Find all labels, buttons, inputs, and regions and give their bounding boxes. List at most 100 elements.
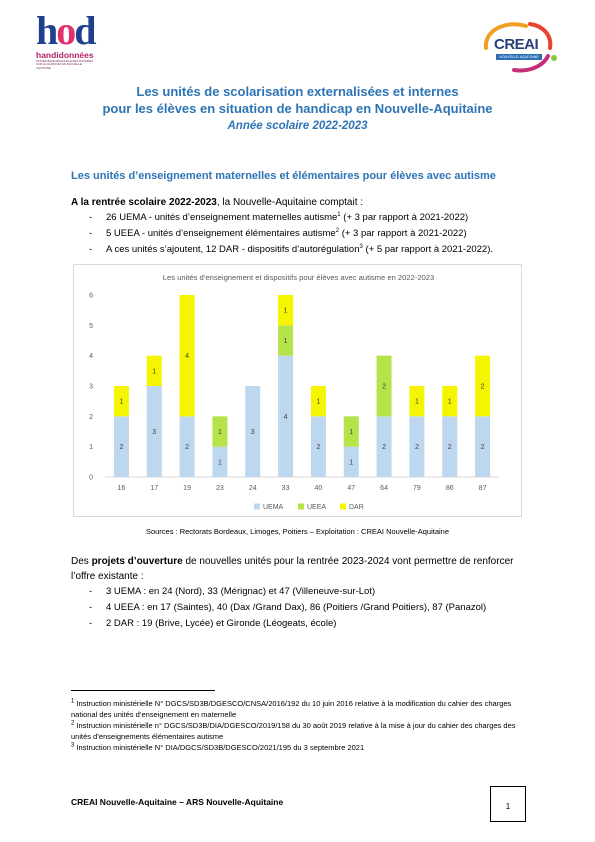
x-tick-label: 47 (347, 485, 355, 492)
list-item: -3 UEMA : en 24 (Nord), 33 (Mérignac) et… (89, 586, 376, 597)
stacked-bar-chart: Les unités d’enseignement et dispositifs… (89, 273, 499, 511)
footnote-separator (71, 690, 215, 691)
data-label: 1 (284, 338, 288, 345)
page-number: 1 (490, 786, 526, 822)
data-label: 4 (284, 414, 288, 421)
y-tick-label: 1 (89, 444, 93, 451)
bar-uema (113, 416, 129, 477)
bar-uema (310, 416, 326, 477)
bar-dar (278, 295, 294, 326)
legend-swatch-uema (254, 503, 260, 510)
x-tick-label: 16 (118, 485, 126, 492)
data-label: 1 (218, 459, 222, 466)
school-year: Année scolaire 2022-2023 (227, 120, 368, 132)
chart-sources: Sources : Rectorats Bordeaux, Limoges, P… (145, 527, 450, 536)
bar-dar (475, 355, 491, 417)
bar-uema (179, 416, 195, 477)
legend-swatch-dar (340, 503, 346, 510)
data-label: 2 (415, 444, 419, 451)
y-tick-label: 2 (89, 414, 93, 421)
data-label: 2 (448, 444, 452, 451)
y-tick-label: 6 (89, 293, 93, 300)
section-title: Les unités d’enseignement maternelles et… (71, 170, 496, 182)
data-label: 1 (316, 399, 320, 406)
legend-swatch-ueea (298, 503, 304, 510)
list-item: -26 UEMA - unités d’enseignement materne… (89, 211, 469, 223)
projects-list: -3 UEMA : en 24 (Nord), 33 (Mérignac) et… (89, 586, 486, 634)
bar-ueea (278, 325, 294, 356)
data-label: 3 (251, 429, 255, 436)
data-label: 1 (119, 399, 123, 406)
data-label: 1 (218, 429, 222, 436)
bar-uema (409, 416, 425, 477)
footnote-ref: 2 (335, 227, 340, 234)
footnote: 1 Instruction ministérielle N° DGCS/SD3B… (71, 698, 512, 720)
data-label: 4 (185, 353, 189, 360)
handidonnees-logo-subtitle: PLATEFORME RÉGIONALE DES DONNÉES SUR LE … (36, 59, 93, 70)
x-tick-label: 87 (479, 485, 487, 492)
data-label: 2 (316, 444, 320, 451)
bar-uema (245, 386, 261, 477)
list-item: -4 UEEA : en 17 (Saintes), 40 (Dax /Gran… (89, 602, 487, 613)
data-label: 1 (448, 399, 452, 406)
intro-rest: , la Nouvelle-Aquitaine comptait : (216, 197, 364, 208)
data-label: 2 (481, 444, 485, 451)
x-tick-label: 64 (380, 485, 388, 492)
x-tick-label: 17 (150, 485, 158, 492)
intro-paragraph: A la rentrée scolaire 2022-2023, la Nouv… (71, 197, 363, 208)
bar-uema (475, 416, 491, 477)
legend-label: UEMA (263, 504, 284, 511)
creai-logo-swirl (483, 22, 557, 73)
page-title-line-2: pour les élèves en situation de handicap… (102, 101, 493, 116)
bar-dar (442, 386, 458, 417)
data-label: 1 (152, 368, 156, 375)
y-tick-label: 5 (89, 323, 93, 330)
bar-uema (442, 416, 458, 477)
x-tick-label: 40 (315, 485, 323, 492)
list-item: -5 UEEA - unités d’enseignement élémenta… (89, 227, 467, 239)
data-label: 1 (415, 399, 419, 406)
footnote: 3 Instruction ministérielle N° DIA/DGCS/… (71, 742, 365, 753)
bar-uema (212, 446, 228, 477)
bar-uema (376, 416, 392, 477)
handidonnees-logo: hod handidonnées PLATEFORME RÉGIONALE DE… (36, 8, 97, 76)
bar-dar (409, 386, 425, 417)
x-tick-label: 86 (446, 485, 454, 492)
bar-dar (113, 386, 129, 417)
bar-ueea (376, 355, 392, 417)
handidonnees-logo-name: handidonnées (36, 50, 94, 60)
x-tick-label: 19 (183, 485, 191, 492)
x-tick-label: 24 (249, 485, 257, 492)
units-list: -26 UEMA - unités d’enseignement materne… (89, 212, 493, 260)
data-label: 2 (481, 384, 485, 391)
y-tick-label: 4 (89, 353, 93, 360)
legend-label: DAR (349, 504, 364, 511)
bar-uema (146, 386, 162, 477)
y-tick-label: 3 (89, 384, 93, 391)
creai-logo-name: CREAI (494, 36, 539, 53)
handidonnees-logo-mark: hod (36, 8, 97, 53)
x-tick-label: 79 (413, 485, 421, 492)
creai-logo-subtitle: NOUVELLE-AQUITAINE (496, 54, 542, 60)
footnote-ref: 3 (359, 243, 363, 250)
data-label: 2 (119, 444, 123, 451)
bar-ueea (212, 416, 228, 447)
chart-container: Les unités d’enseignement et dispositifs… (73, 264, 522, 517)
x-tick-label: 23 (216, 485, 224, 492)
page-title-line-1: Les unités de scolarisation externalisée… (136, 84, 459, 99)
footnote: 2 Instruction ministérielle n° DGCS/SD3B… (71, 720, 516, 742)
footnotes: 1 Instruction ministérielle N° DGCS/SD3B… (71, 698, 531, 753)
y-tick-label: 0 (89, 475, 93, 482)
data-label: 1 (349, 429, 353, 436)
page-footer: CREAI Nouvelle-Aquitaine – ARS Nouvelle-… (71, 797, 284, 807)
projects-paragraph: Des projets d’ouverture de nouvelles uni… (71, 556, 514, 582)
projects-bold: projets d’ouverture (91, 556, 183, 567)
data-label: 2 (382, 444, 386, 451)
bar-ueea (343, 416, 359, 447)
data-label: 2 (185, 444, 189, 451)
footnote-ref: 1 (337, 211, 341, 218)
list-item: -A ces unités s’ajoutent, 12 DAR - dispo… (89, 243, 494, 255)
bar-dar (146, 355, 162, 386)
bar-dar (310, 386, 326, 417)
legend-label: UEEA (307, 504, 326, 511)
